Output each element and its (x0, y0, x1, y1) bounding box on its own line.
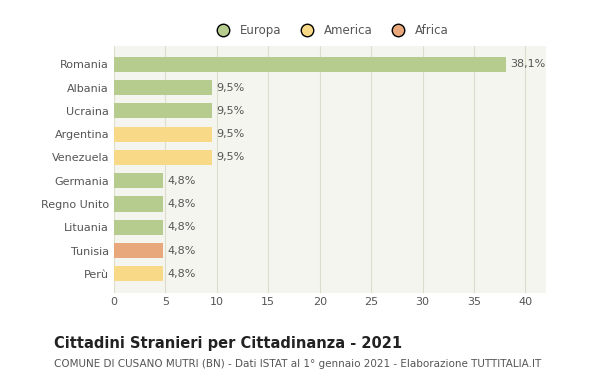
Text: Cittadini Stranieri per Cittadinanza - 2021: Cittadini Stranieri per Cittadinanza - 2… (54, 336, 402, 351)
Bar (114, 150, 212, 165)
Bar (114, 57, 506, 72)
Bar (114, 220, 163, 235)
Bar (114, 103, 212, 119)
Bar (114, 173, 163, 188)
Bar (114, 266, 163, 281)
Bar (114, 80, 212, 95)
Text: 4,8%: 4,8% (167, 199, 196, 209)
Text: 38,1%: 38,1% (510, 59, 545, 70)
Legend: Europa, America, Africa: Europa, America, Africa (206, 19, 454, 42)
Bar (114, 196, 163, 212)
Text: 4,8%: 4,8% (167, 269, 196, 279)
Text: 4,8%: 4,8% (167, 222, 196, 232)
Text: 9,5%: 9,5% (216, 106, 244, 116)
Bar (114, 243, 163, 258)
Text: 9,5%: 9,5% (216, 83, 244, 93)
Text: 4,8%: 4,8% (167, 176, 196, 186)
Text: 9,5%: 9,5% (216, 129, 244, 139)
Text: 9,5%: 9,5% (216, 152, 244, 163)
Text: COMUNE DI CUSANO MUTRI (BN) - Dati ISTAT al 1° gennaio 2021 - Elaborazione TUTTI: COMUNE DI CUSANO MUTRI (BN) - Dati ISTAT… (54, 359, 541, 369)
Text: 4,8%: 4,8% (167, 245, 196, 255)
Bar (114, 127, 212, 142)
